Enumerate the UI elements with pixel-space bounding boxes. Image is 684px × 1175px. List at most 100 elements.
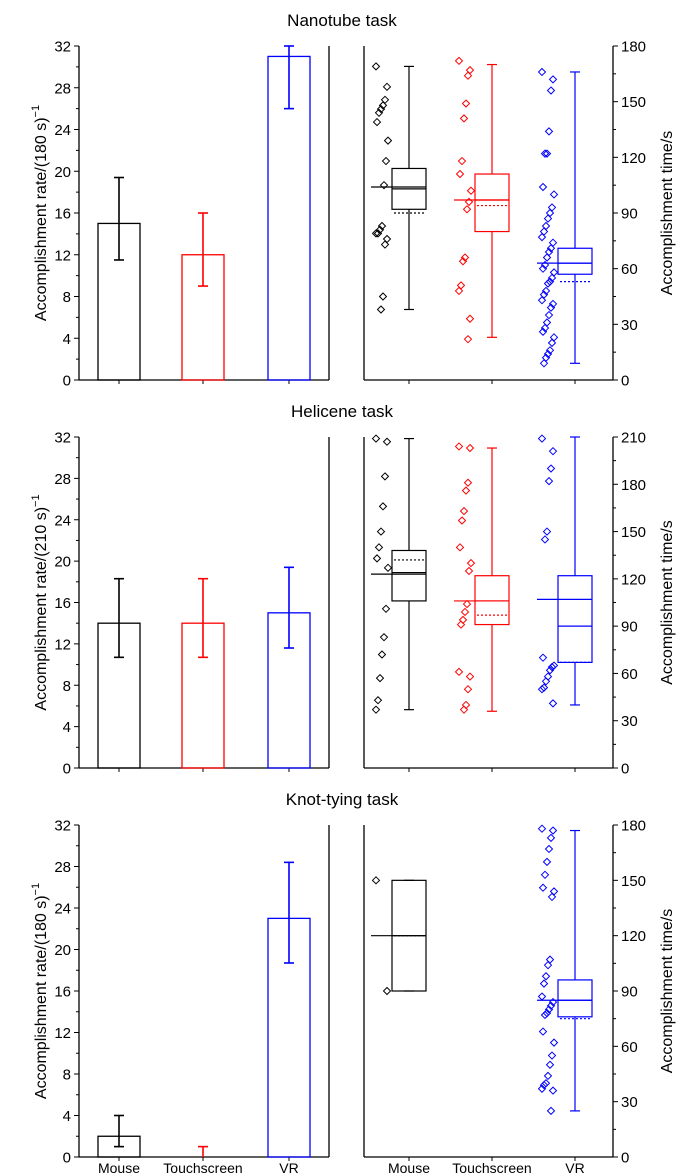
box-iqr [557,979,593,1018]
boxplot-mouse [371,434,427,714]
data-point [548,299,558,309]
data-point [543,349,553,359]
x-tick-label-left: VR [279,1160,298,1175]
y-tick-label-right: 60 [621,666,638,683]
y-tick-label-right: 90 [621,206,638,223]
data-point [546,303,556,312]
y-tick-label-left: 20 [54,554,71,571]
data-point [547,892,557,902]
data-point [537,296,547,305]
data-point [537,824,547,833]
data-point [454,286,464,296]
data-point [544,476,554,486]
y-tick-label-right: 180 [621,477,646,494]
data-point [382,986,392,996]
boxplot-vr [537,67,593,368]
error-bar-mouse [114,577,124,659]
data-point [375,673,385,683]
data-point [542,149,552,158]
box-iqr [391,549,427,602]
data-point [371,876,381,885]
y-tick-label-left: 28 [54,471,71,488]
data-point [547,273,557,283]
data-point [461,99,471,108]
data-point [548,826,558,835]
y-tick-label-left: 8 [63,289,71,306]
data-point [537,434,547,443]
data-point [455,543,465,552]
chart-title: Helicene task [291,402,394,421]
data-point [454,667,464,677]
data-point [459,705,469,714]
data-point [465,443,475,453]
y-tick-label-right: 120 [621,571,646,588]
y-tick-label-right: 30 [621,713,638,730]
data-point [543,1071,553,1081]
error-bar-mouse [114,1114,124,1148]
data-point [383,563,393,573]
data-point [462,205,472,214]
data-point [549,190,559,199]
data-point [371,434,381,443]
data-point [463,684,473,694]
box-iqr [557,247,593,275]
boxplot-mouse [371,62,427,314]
data-point [465,314,475,323]
data-point [381,604,391,614]
boxplot-vr [537,434,593,708]
data-point [376,527,386,536]
data-point [537,232,547,242]
y-tick-label-left: 12 [54,636,71,653]
data-point [543,672,553,681]
y-tick-label-left: 4 [63,1108,71,1125]
data-point [372,117,382,127]
y-tick-label-right: 0 [621,761,629,778]
y-tick-label-right: 0 [621,373,629,390]
data-point [376,305,386,314]
x-tick-label-right: Mouse [388,1160,430,1175]
y-tick-label-left: 28 [54,80,71,97]
y-axis-label-text: Accomplishment rate/(180 s) [33,895,50,1099]
boxplot-touchscreen [454,442,510,714]
data-point [382,82,392,92]
y-tick-label-right: 150 [621,524,646,541]
data-point [377,650,387,659]
error-bar-touchscreen [198,212,208,287]
data-point [377,221,387,231]
data-point [540,535,550,544]
data-point [542,253,552,262]
data-point [538,1027,548,1036]
y-tick-label-right: 60 [621,1039,638,1056]
y-tick-label-left: 16 [54,595,71,612]
data-point [540,260,550,270]
panel-row-2: Helicene task 0 4 8 12 16 20 24 28 32 Accomplishme… [30,402,676,778]
y-axis-label-text: Accomplishment rate/(180 s) [33,117,50,321]
data-point [457,516,467,525]
error-bar-touchscreen [198,577,208,659]
data-point [455,169,465,179]
data-point [546,1106,556,1116]
y-tick-label-left: 16 [54,206,71,223]
data-point [540,149,550,158]
y-tick-label-right: 150 [621,94,646,111]
data-point [541,677,551,686]
data-point [457,156,467,166]
data-point [548,446,558,456]
data-point [383,136,393,145]
data-point [549,1038,559,1047]
data-point [538,653,548,662]
data-point [459,506,469,516]
data-point [456,620,466,629]
data-point [458,615,468,625]
data-point [376,104,386,114]
data-point [540,870,550,880]
y-tick-label-left: 16 [54,984,71,1001]
box-iqr [474,575,510,626]
data-point [371,229,381,238]
data-point [548,699,558,708]
chart-title: Nanotube task [287,11,397,30]
data-point [545,1060,555,1069]
data-point [537,992,547,1001]
data-point [381,156,391,166]
data-point [380,240,390,249]
